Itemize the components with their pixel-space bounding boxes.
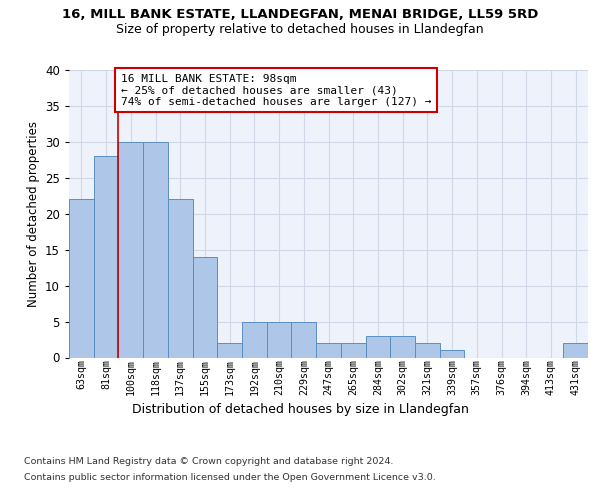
Bar [193, 257, 217, 358]
Bar [390, 336, 415, 357]
Text: Contains HM Land Registry data © Crown copyright and database right 2024.: Contains HM Land Registry data © Crown c… [24, 458, 394, 466]
Text: 16 MILL BANK ESTATE: 98sqm
← 25% of detached houses are smaller (43)
74% of semi: 16 MILL BANK ESTATE: 98sqm ← 25% of deta… [121, 74, 431, 107]
Bar [69, 200, 94, 358]
Bar [316, 343, 341, 357]
Bar [267, 322, 292, 358]
Bar [563, 343, 588, 357]
Text: Contains public sector information licensed under the Open Government Licence v3: Contains public sector information licen… [24, 472, 436, 482]
Bar [94, 156, 118, 358]
Text: Size of property relative to detached houses in Llandegfan: Size of property relative to detached ho… [116, 22, 484, 36]
Bar [440, 350, 464, 358]
Text: 16, MILL BANK ESTATE, LLANDEGFAN, MENAI BRIDGE, LL59 5RD: 16, MILL BANK ESTATE, LLANDEGFAN, MENAI … [62, 8, 538, 20]
Bar [365, 336, 390, 357]
Bar [118, 142, 143, 358]
Bar [292, 322, 316, 358]
Bar [242, 322, 267, 358]
Y-axis label: Number of detached properties: Number of detached properties [26, 120, 40, 306]
Bar [341, 343, 365, 357]
Text: Distribution of detached houses by size in Llandegfan: Distribution of detached houses by size … [131, 402, 469, 415]
Bar [415, 343, 440, 357]
Bar [168, 200, 193, 358]
Bar [217, 343, 242, 357]
Bar [143, 142, 168, 358]
